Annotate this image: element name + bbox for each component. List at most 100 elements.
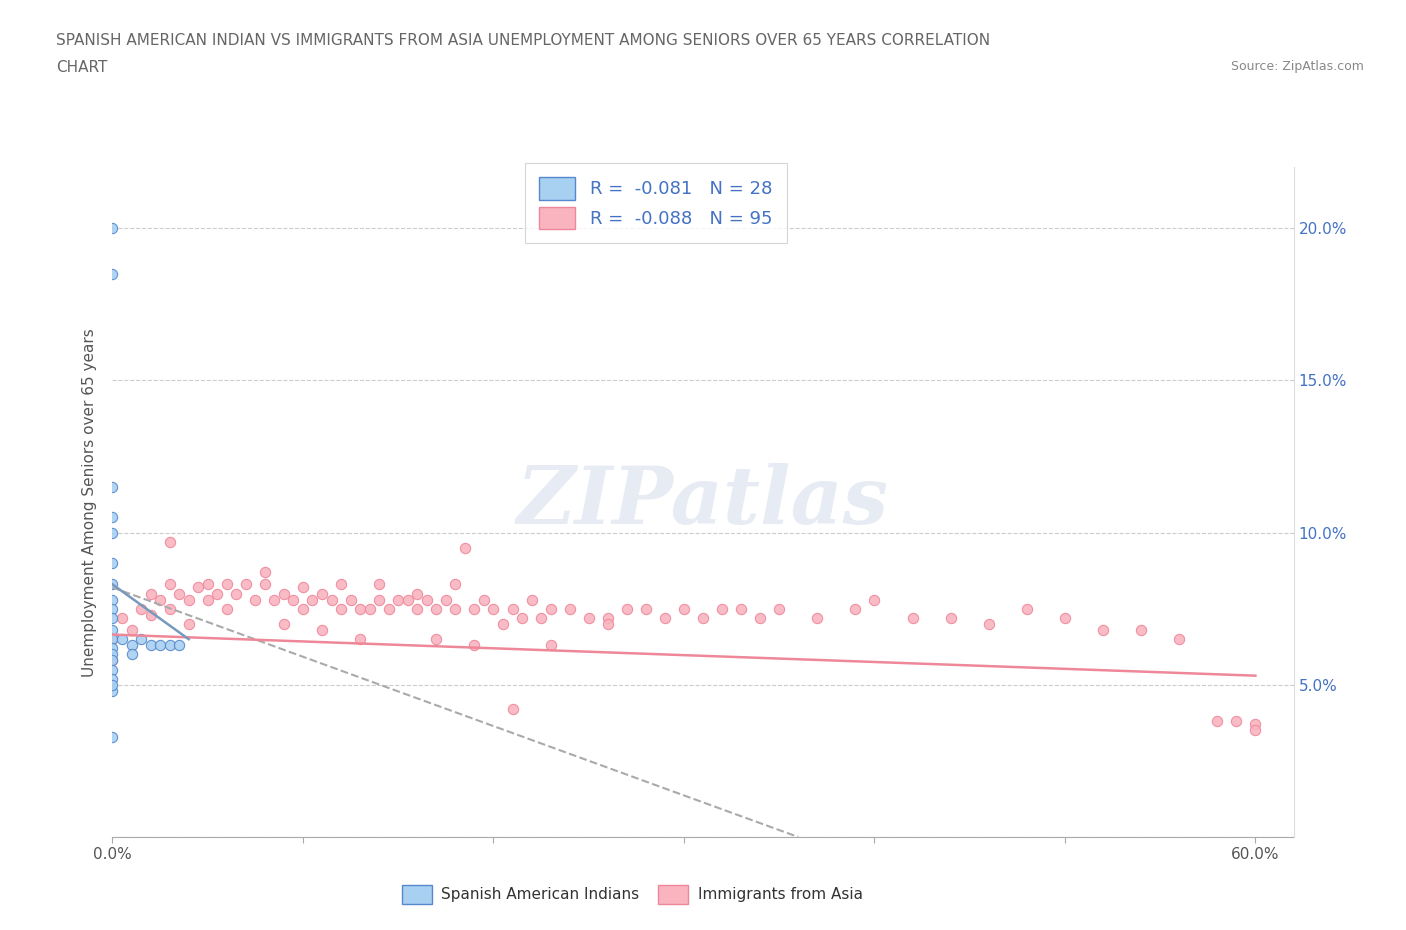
Point (1244, 723, 1267, 737)
Point (101, 555, 124, 570)
Point (139, 607, 162, 622)
Point (111, 631, 134, 646)
Point (263, 592, 285, 607)
Point (463, 638, 485, 653)
Point (311, 586, 333, 601)
Point (101, 677, 124, 692)
Point (425, 631, 447, 646)
Point (301, 592, 323, 607)
Point (139, 638, 162, 653)
Point (1130, 622, 1153, 637)
Point (101, 577, 124, 591)
Point (101, 480, 124, 495)
Point (101, 602, 124, 617)
Point (406, 602, 429, 617)
Point (616, 602, 638, 617)
Point (177, 592, 200, 607)
Point (101, 647, 124, 662)
Point (235, 577, 257, 591)
Point (806, 610, 828, 625)
Point (215, 577, 238, 591)
Point (167, 638, 190, 653)
Point (187, 580, 209, 595)
Point (129, 602, 152, 617)
Point (149, 638, 172, 653)
Point (101, 631, 124, 646)
Point (444, 602, 467, 617)
Point (101, 610, 124, 625)
Point (482, 602, 505, 617)
Point (711, 602, 734, 617)
Point (1206, 714, 1229, 729)
Point (245, 592, 267, 607)
Point (139, 586, 162, 601)
Point (434, 592, 457, 607)
Point (901, 610, 924, 625)
Point (311, 622, 333, 637)
Point (273, 586, 295, 601)
Point (416, 592, 439, 607)
Point (225, 586, 247, 601)
Point (406, 586, 429, 601)
Point (101, 267, 124, 282)
Point (159, 577, 181, 591)
Point (121, 622, 143, 637)
Point (1168, 631, 1191, 646)
Text: Source: ZipAtlas.com: Source: ZipAtlas.com (1230, 60, 1364, 73)
Legend: Spanish American Indians, Immigrants from Asia: Spanish American Indians, Immigrants fro… (395, 879, 869, 910)
Point (253, 565, 276, 579)
Point (530, 610, 553, 625)
Point (149, 592, 172, 607)
Point (291, 580, 314, 595)
Point (121, 638, 143, 653)
Point (844, 602, 866, 617)
Point (101, 631, 124, 646)
Point (101, 592, 124, 607)
Point (578, 610, 600, 625)
Point (654, 610, 676, 625)
Point (768, 602, 790, 617)
Point (101, 622, 124, 637)
Text: CHART: CHART (56, 60, 108, 75)
Point (558, 602, 581, 617)
Point (672, 602, 695, 617)
Point (454, 540, 477, 555)
Point (283, 592, 305, 607)
Point (339, 592, 361, 607)
Point (215, 602, 238, 617)
Point (111, 610, 134, 625)
Point (273, 617, 295, 631)
Point (596, 610, 619, 625)
Point (101, 671, 124, 686)
Point (349, 602, 371, 617)
Point (396, 592, 419, 607)
Point (101, 653, 124, 668)
Point (101, 510, 124, 525)
Point (977, 617, 1000, 631)
Point (101, 729, 124, 744)
Point (101, 653, 124, 668)
Point (129, 631, 152, 646)
Point (939, 610, 962, 625)
Point (1244, 717, 1267, 732)
Point (749, 610, 772, 625)
Point (425, 602, 447, 617)
Point (387, 592, 409, 607)
Point (253, 577, 276, 591)
Point (540, 638, 562, 653)
Point (444, 577, 467, 591)
Point (368, 577, 391, 591)
Y-axis label: Unemployment Among Seniors over 65 years: Unemployment Among Seniors over 65 years (82, 328, 97, 677)
Point (177, 617, 200, 631)
Point (540, 602, 562, 617)
Point (291, 602, 314, 617)
Point (359, 602, 381, 617)
Point (502, 702, 524, 717)
Point (692, 610, 714, 625)
Point (101, 641, 124, 656)
Point (730, 602, 752, 617)
Point (101, 662, 124, 677)
Point (167, 586, 190, 601)
Point (492, 617, 515, 631)
Point (520, 592, 543, 607)
